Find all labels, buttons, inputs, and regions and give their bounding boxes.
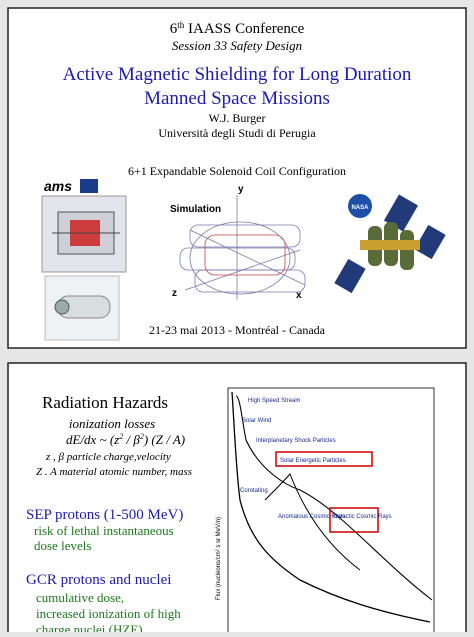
bullet-text: cumulative dose, xyxy=(36,590,124,605)
conference-name: IAASS Conference xyxy=(188,21,305,37)
bullet-text: risk of lethal instantaneous xyxy=(34,523,174,538)
footer: 21-23 mai 2013 - Montréal - Canada xyxy=(149,323,326,337)
figure-label: Galactic Cosmic Rays xyxy=(333,514,392,520)
figure-label: High Speed Stream xyxy=(248,398,300,404)
logo: ams xyxy=(44,178,72,194)
axis-label: z xyxy=(172,288,177,299)
nasa-logo xyxy=(348,194,372,218)
logo-mark xyxy=(80,179,98,193)
formula-sup: 2 xyxy=(119,432,123,441)
figure-label: Anomalous Cosmic Rays xyxy=(278,514,345,520)
figure-label: Interplanetary Shock Particles xyxy=(256,438,336,444)
figure-axis-label: Flux (nucleons/cm² s sr MeV/n) xyxy=(216,517,222,600)
diagram-label: Simulation xyxy=(170,204,221,215)
flux-figure xyxy=(227,387,435,637)
subtitle: ionization losses xyxy=(69,416,155,431)
formula-part: / β xyxy=(123,432,140,447)
conference: 6th IAASS Conference xyxy=(170,20,305,37)
note: Z . A material atomic number, mass xyxy=(36,466,192,478)
figure-label: Solar Energetic Particles xyxy=(280,458,346,464)
axis-label: x xyxy=(296,290,302,301)
affiliation: Università degli Studi di Perugia xyxy=(158,126,316,140)
author: W.J. Burger xyxy=(209,111,266,125)
formula-part: ) (Z / A) xyxy=(143,432,185,447)
bullet-text: dose levels xyxy=(34,538,91,553)
slide-title: Radiation Hazards xyxy=(42,393,168,412)
detector-image xyxy=(41,195,127,273)
formula: dE/dx ~ (z2 / β2) (Z / A) xyxy=(66,432,185,447)
session: Session 33 Safety Design xyxy=(172,38,302,53)
formula-part: dE/dx ~ (z xyxy=(66,432,119,447)
figure-label: Solar Wind xyxy=(242,418,271,424)
subtitle: 6+1 Expandable Solenoid Coil Configurati… xyxy=(128,164,346,178)
formula-sup: 2 xyxy=(140,432,144,441)
heading: GCR protons and nuclei xyxy=(26,572,171,588)
bullet-text: increased ionization of high xyxy=(36,606,181,621)
coil-image xyxy=(44,275,120,341)
conference-number: 6 xyxy=(170,21,178,37)
logo: NASA xyxy=(351,205,369,211)
spacecraft-image xyxy=(334,194,446,294)
note: z , β particle charge,velocity xyxy=(45,451,171,463)
ordinal: th xyxy=(177,20,185,30)
axis-label: y xyxy=(238,184,244,195)
title: Active Magnetic Shielding for Long Durat… xyxy=(63,64,412,85)
bullet-text: charge nuclei (HZE) xyxy=(36,622,143,632)
title: Manned Space Missions xyxy=(144,88,330,109)
figure-label: Corotating xyxy=(240,488,268,494)
simulation-diagram xyxy=(179,195,306,300)
heading: SEP protons (1-500 MeV) xyxy=(26,507,183,523)
